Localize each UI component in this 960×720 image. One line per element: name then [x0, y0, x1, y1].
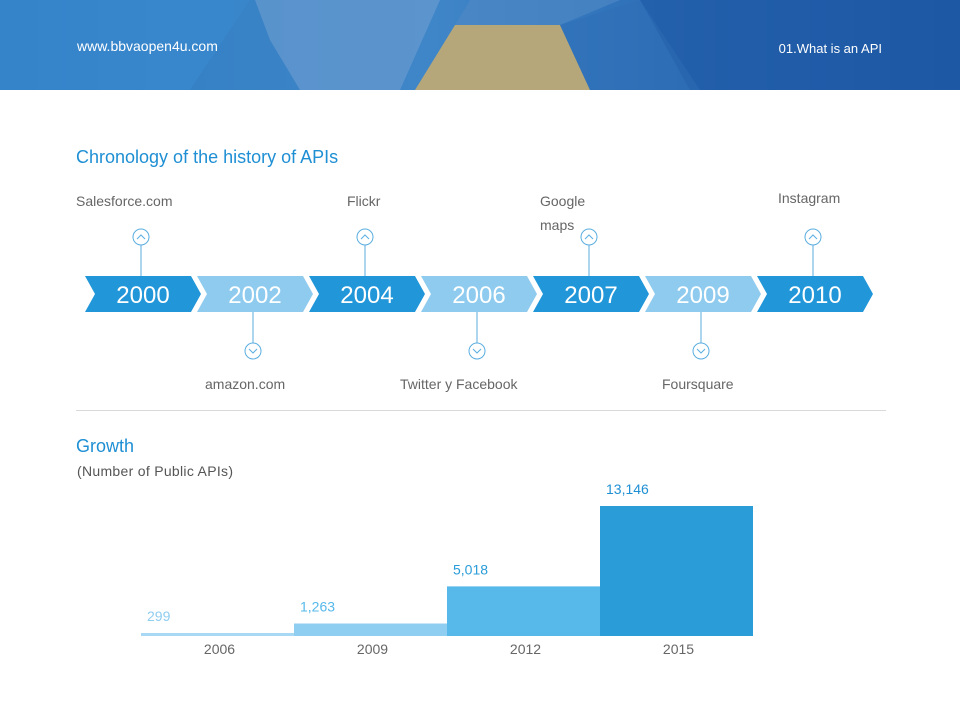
growth-title: Growth [76, 436, 135, 456]
section-label: 01.What is an API [778, 41, 882, 56]
event-marker-circle [356, 228, 374, 246]
bar-2015 [600, 506, 753, 636]
timeline-year-label: 2010 [788, 282, 841, 309]
bar-category-label: 2012 [510, 641, 541, 657]
event-marker-circle [804, 228, 822, 246]
bar-value-label: 5,018 [453, 561, 488, 577]
event-marker-circle [468, 342, 486, 360]
event-marker-circle [692, 342, 710, 360]
chevron-down-icon [472, 348, 482, 354]
timeline-graphic: 2000 2002 2004 2006 2007 2009 2010 [85, 228, 873, 360]
bar-2009 [294, 623, 447, 636]
bar-category-label: 2009 [357, 641, 388, 657]
bar-value-label: 13,146 [606, 481, 649, 497]
chevron-up-icon [584, 234, 594, 240]
event-label: Instagram [778, 190, 841, 206]
chevron-up-icon [136, 234, 146, 240]
timeline-chevron-2002 [197, 276, 313, 312]
event-label: Twitter y Facebook [400, 376, 518, 392]
event-label: Google maps [540, 193, 586, 233]
bar-category-label: 2015 [663, 641, 694, 657]
chevron-down-icon [248, 348, 258, 354]
event-marker-circle [580, 228, 598, 246]
event-label: Foursquare [662, 376, 734, 392]
header-banner: www.bbvaopen4u.com 01.What is an API [0, 0, 960, 90]
timeline-year-label: 2006 [452, 282, 505, 309]
chevron-up-icon [360, 234, 370, 240]
timeline-chevron-2004 [309, 276, 425, 312]
timeline-chevron-2009 [645, 276, 761, 312]
chevron-down-icon [696, 348, 706, 354]
bar-category-label: 2006 [204, 641, 235, 657]
banner-background [0, 0, 960, 90]
event-label: amazon.com [205, 376, 286, 392]
timeline-title: Chronology of the history of APIs [76, 147, 339, 167]
bar-value-label: 1,263 [300, 599, 335, 615]
bar-2006 [141, 633, 294, 636]
timeline-year-label: 2007 [564, 282, 617, 309]
timeline-year-label: 2004 [340, 282, 393, 309]
bar-2012 [447, 586, 600, 636]
event-marker-circle [132, 228, 150, 246]
growth-subtitle: (Number of Public APIs) [77, 463, 234, 479]
timeline-chevron-2007 [533, 276, 649, 312]
section-divider [76, 410, 886, 411]
timeline-chevron-2006 [421, 276, 537, 312]
event-marker-circle [244, 342, 262, 360]
event-label: Flickr [347, 193, 381, 209]
timeline-year-label: 2002 [228, 282, 281, 309]
event-label: Salesforce.com [76, 193, 173, 209]
site-url[interactable]: www.bbvaopen4u.com [77, 38, 218, 54]
bar-value-label: 299 [147, 608, 171, 624]
timeline-chevron-2010 [757, 276, 873, 312]
timeline-year-label: 2000 [116, 282, 169, 309]
timeline-year-label: 2009 [676, 282, 729, 309]
chevron-up-icon [808, 234, 818, 240]
timeline-chevron-2000 [85, 276, 201, 312]
